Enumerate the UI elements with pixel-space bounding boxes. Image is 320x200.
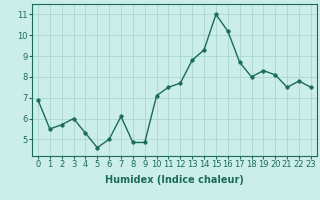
X-axis label: Humidex (Indice chaleur): Humidex (Indice chaleur): [105, 175, 244, 185]
